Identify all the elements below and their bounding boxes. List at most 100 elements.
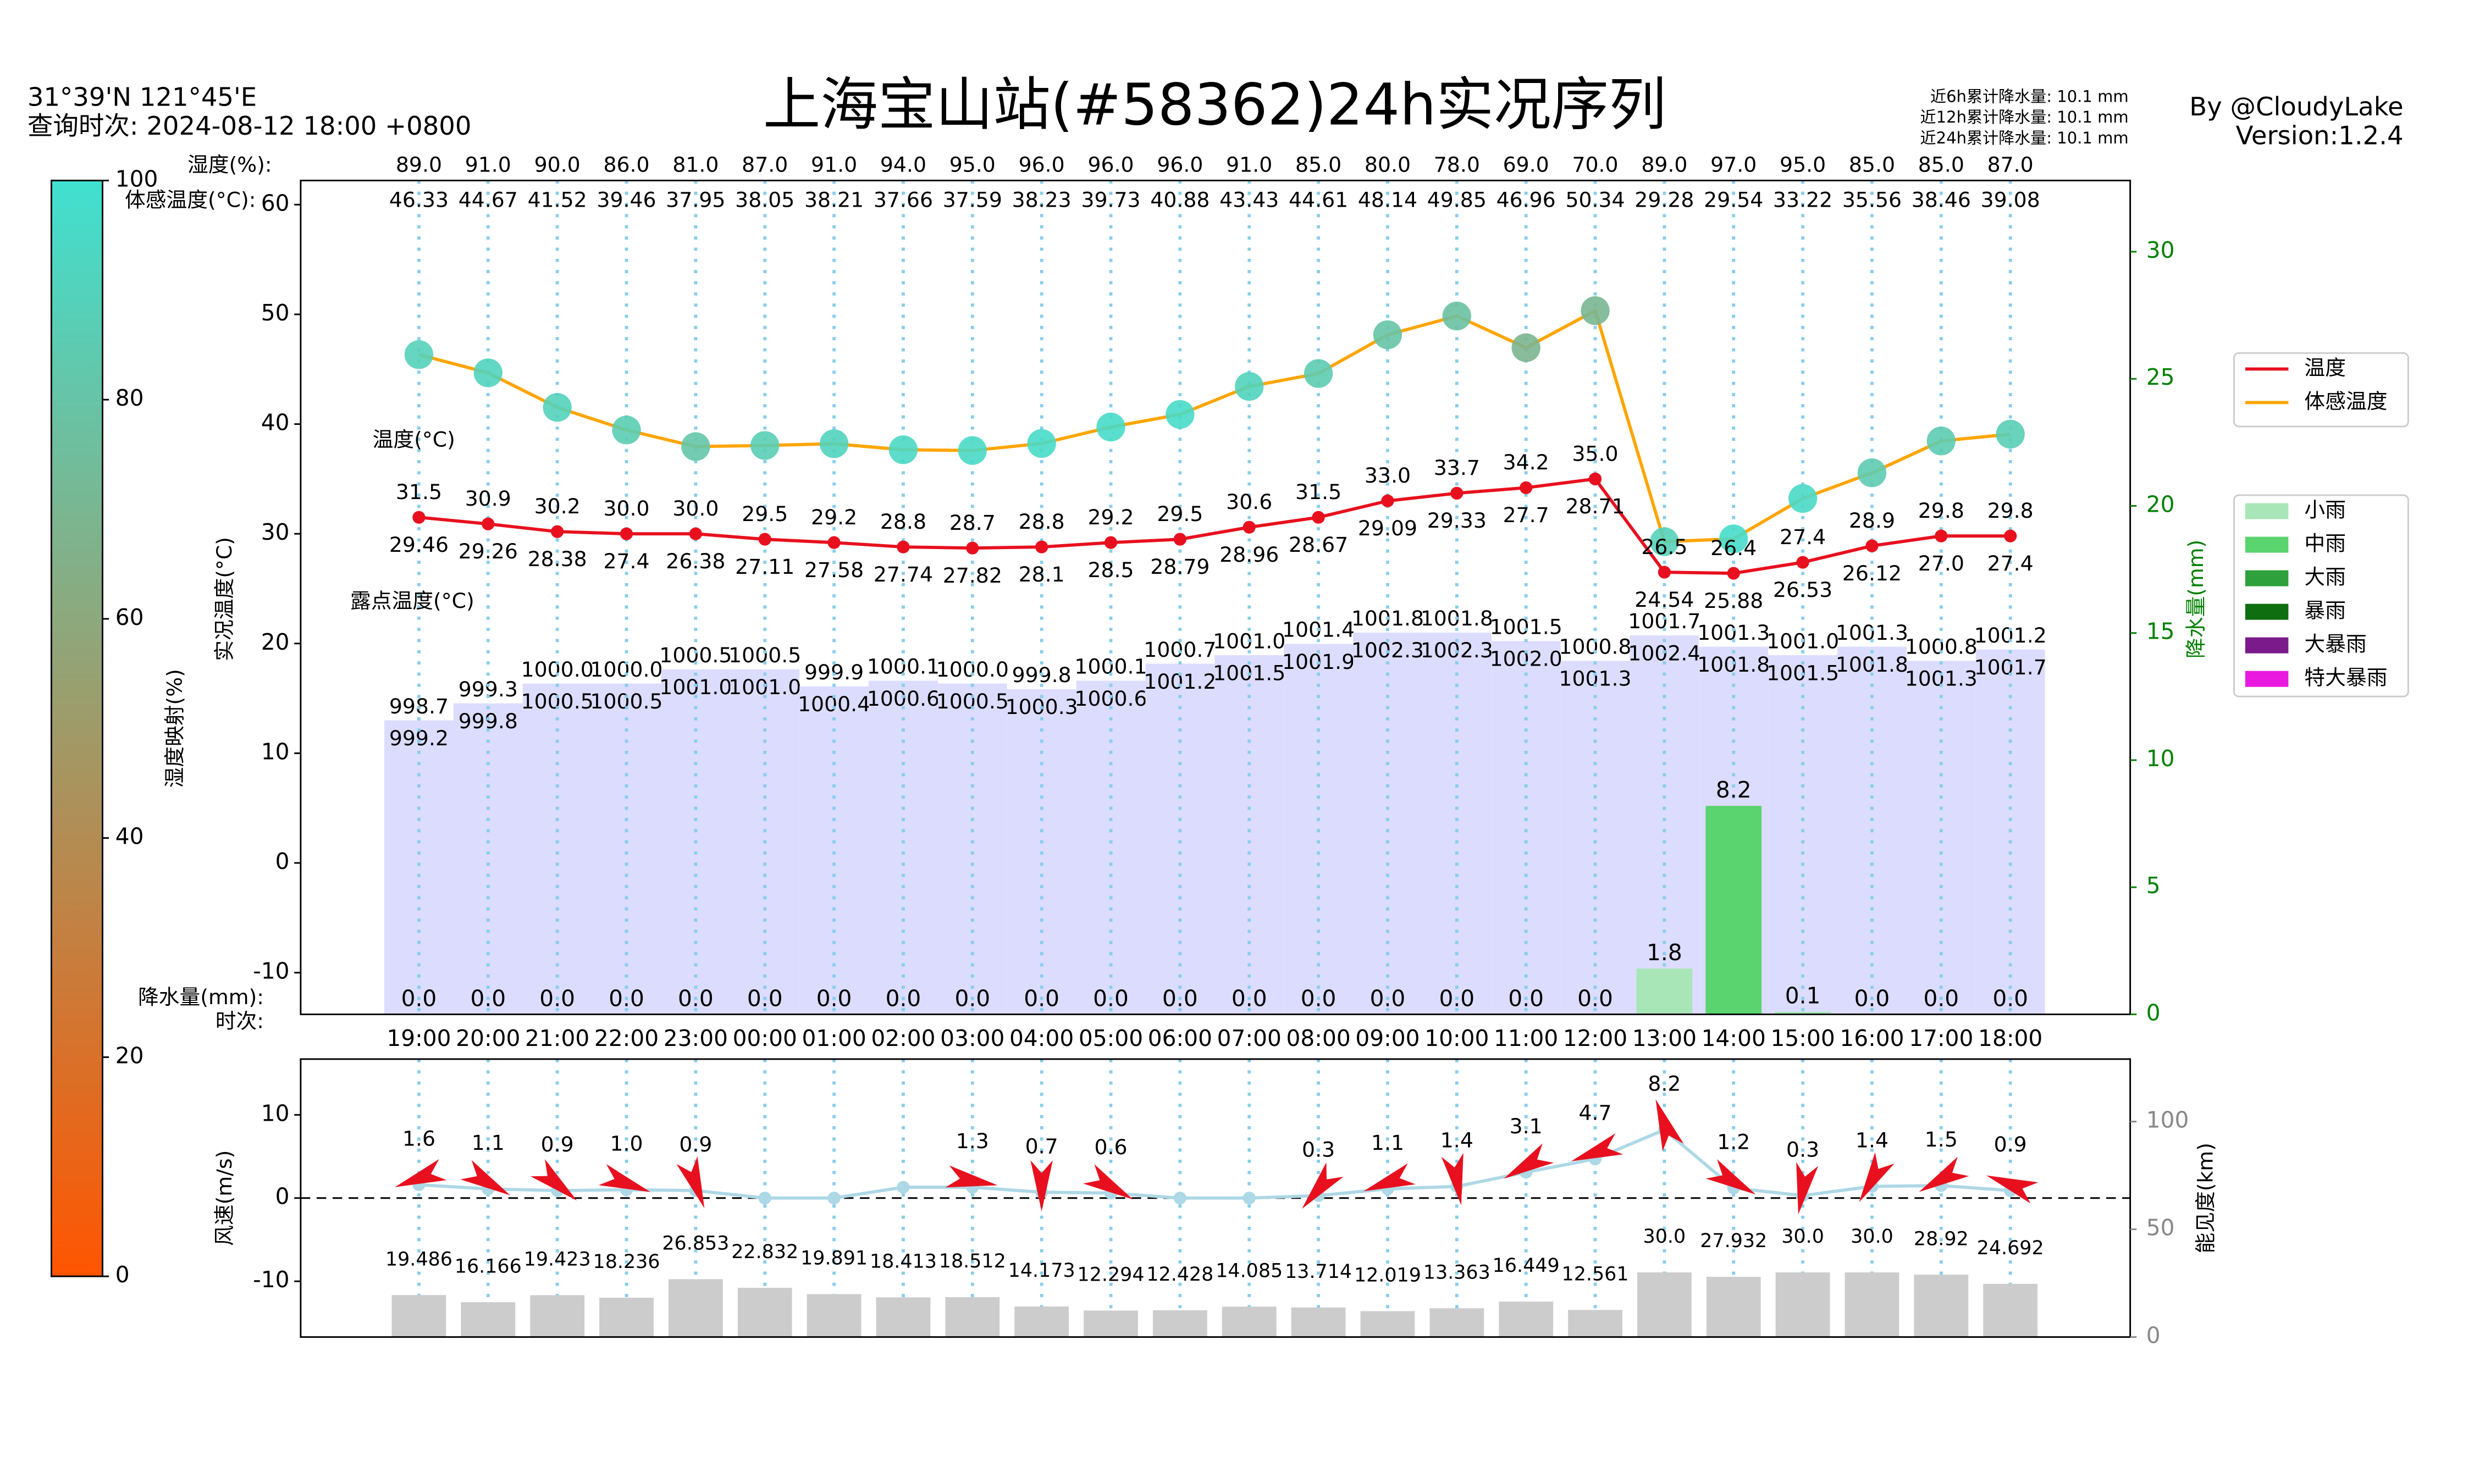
temperature-marker [966,541,979,555]
wind-arrow [676,1156,705,1209]
x-tick-label: 13:00 [1632,1025,1697,1051]
feels-like-marker [1926,427,1956,456]
feels-like-marker [404,340,434,369]
humidity-label: 85.0 [1849,153,1895,177]
y-tick-label: 30 [261,519,290,545]
feels-like-label: 50.34 [1565,188,1625,212]
temperature-marker [1173,533,1187,546]
dewpoint-label: 27.4 [1987,551,2034,575]
y-tick-label: -10 [253,1266,289,1293]
pressure-label: 1000.0 [936,657,1009,682]
visibility-label: 12.428 [1146,1264,1213,1286]
feels-like-label: 46.96 [1496,188,1556,212]
pressure-bar [1560,661,1630,1015]
pressure-label: 1000.0 [521,657,594,682]
temperature-marker [482,517,495,530]
dewpoint-label: 28.96 [1219,542,1279,567]
rain-label: 0.0 [470,985,506,1011]
temperature-marker [758,533,771,546]
wind-arrow [395,1159,447,1187]
wind-speed-label: 3.1 [1510,1114,1543,1138]
temperature-label: 26.4 [1710,536,1757,560]
pressure-label: 1000.8 [1905,635,1978,659]
wind-arrow [460,1160,511,1195]
dewpoint-label: 26.12 [1842,561,1902,585]
humidity-label: 86.0 [603,153,649,177]
y-tick-label: 0 [275,1183,290,1210]
temperature-label: 28.8 [880,510,926,534]
x-tick-label: 19:00 [386,1025,451,1051]
x-tick-label: 15:00 [1770,1025,1835,1051]
temperature-marker [412,511,426,524]
visibility-label: 16.166 [455,1255,522,1277]
wind-speed-label: 1.5 [1925,1127,1958,1151]
visibility-bar [807,1294,862,1337]
rain-label: 0.0 [747,985,783,1011]
x-tick-label: 08:00 [1286,1025,1350,1051]
visibility-label: 16.449 [1493,1255,1560,1277]
humidity-label: 87.0 [742,153,788,177]
wind-arrow [1919,1156,1969,1192]
temperature-marker [1658,566,1671,579]
wind-speed-label: 1.2 [1717,1130,1750,1154]
dewpoint-label: 28.67 [1289,533,1348,557]
temperature-marker [827,536,841,549]
rain-label: 0.0 [1232,985,1267,1011]
colorbar-tick-label: 0 [115,1261,130,1288]
rain-label: 0.0 [609,985,644,1011]
feels-like-label: 44.67 [459,188,518,212]
feels-like-label: 38.23 [1012,188,1072,212]
pressure-label-secondary: 1001.3 [1905,667,1978,691]
feels-like-label: 41.52 [528,188,587,212]
wind-speed-label: 1.4 [1440,1128,1473,1153]
wind-speed-marker [897,1181,910,1194]
visibility-label: 13.714 [1285,1261,1352,1283]
humidity-label: 96.0 [1087,153,1134,177]
legend-label: 暴雨 [2304,599,2346,623]
humidity-label: 89.0 [396,153,442,177]
x-tick-label: 18:00 [1978,1025,2042,1051]
x-tick-label: 16:00 [1840,1025,1904,1051]
visibility-label: 30.0 [1643,1226,1686,1248]
dewpoint-label: 29.26 [459,539,518,563]
visibility-bar [1706,1277,1761,1337]
line [418,477,2011,575]
y2-axis-label: 降水量(mm) [2184,540,2208,658]
visibility-label: 30.0 [1781,1226,1824,1248]
colorbar-tick-label: 40 [115,823,144,850]
x-tick-label: 05:00 [1079,1025,1143,1051]
visibility-bar [945,1297,1000,1337]
rain-bar [1636,968,1693,1015]
temperature-label: 33.7 [1434,456,1480,480]
dewpoint-label: 27.11 [735,555,794,579]
visibility-bar [1084,1310,1138,1337]
author: By @CloudyLake [2189,92,2403,121]
temperature-marker [1242,520,1256,534]
pressure-label: 1000.8 [1559,635,1631,659]
wind-speed-label: 8.2 [1648,1072,1681,1096]
series-label: 露点温度(°C) [350,589,474,613]
x-tick-label: 07:00 [1217,1025,1282,1051]
x-tick-label: 23:00 [664,1025,728,1051]
visibility-bar [1291,1307,1346,1337]
colorbar-tick-label: 80 [115,385,144,411]
temperature-label: 29.2 [811,505,857,529]
feels-like-marker [543,393,572,422]
colorbar-tick-label: 60 [115,604,144,630]
visibility-bar [1429,1308,1484,1337]
feels-like-marker [1096,412,1125,442]
temperature-label: 30.9 [465,486,511,511]
humidity-label: 87.0 [1987,153,2034,177]
row-label: 湿度(%): [187,153,272,177]
feels-like-label: 38.21 [804,188,864,212]
wind-arrow [1363,1163,1416,1192]
wind-speed-label: 0.6 [1094,1135,1127,1159]
wind-speed-label: 0.9 [1994,1132,2027,1156]
wind-speed-label: 0.9 [541,1132,574,1156]
humidity-label: 95.0 [1780,153,1826,177]
legend-label: 特大暴雨 [2304,666,2387,690]
feels-like-marker [1581,296,1610,325]
pressure-bar [1630,635,1699,1015]
pressure-label: 1000.0 [590,657,662,682]
